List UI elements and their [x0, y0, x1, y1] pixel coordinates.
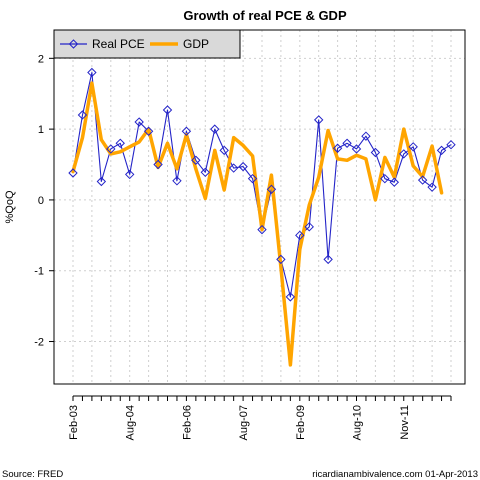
real-pce-point	[181, 126, 192, 136]
gdp-line	[71, 81, 444, 367]
x-tick-label: Aug-10	[352, 405, 364, 440]
y-tick-label: 1	[38, 124, 44, 136]
x-tick-label: Aug-07	[238, 405, 250, 440]
real-pce-point	[399, 149, 409, 159]
real-pce-point	[446, 139, 456, 150]
y-tick-label: 2	[38, 53, 44, 65]
real-pce-point	[77, 110, 88, 120]
x-tick-label: Feb-09	[295, 405, 307, 440]
real-pce-point	[106, 144, 116, 154]
legend-gdp-label: GDP	[183, 37, 209, 51]
real-pce-point	[266, 184, 277, 195]
real-pce-point	[162, 105, 173, 115]
real-pce-point	[153, 159, 163, 170]
real-pce-point	[115, 138, 125, 148]
real-pce-point	[210, 124, 220, 134]
y-tick-label: 0	[38, 195, 44, 207]
real-pce-point	[380, 173, 390, 184]
x-tick-label: Nov-11	[399, 405, 411, 440]
legend: Real PCE GDP	[53, 29, 241, 59]
real-pce-point	[295, 230, 305, 241]
real-pce-point	[257, 224, 267, 235]
real-pce-point	[124, 169, 135, 180]
source-note: Source: FRED	[2, 469, 63, 480]
chart-title: Growth of real PCE & GDP	[183, 8, 347, 23]
credit-note: ricardianambivalence.com 01-Apr-2013	[312, 469, 478, 480]
x-axis: Feb-03 Aug-04 Feb-06 Aug-07 Feb-09 Aug-10 Nov-…	[68, 395, 452, 440]
real-pce-point	[417, 175, 428, 185]
real-pce-point	[304, 222, 314, 232]
real-pce-point	[68, 168, 78, 178]
real-pce-point	[323, 254, 333, 265]
x-tick-label: Aug-04	[125, 405, 137, 440]
real-pce-point	[96, 176, 107, 187]
legend-real-pce-marker	[68, 39, 79, 49]
y-tick-label: -1	[34, 266, 44, 278]
real-pce-point	[200, 167, 211, 178]
real-pce-markers	[68, 67, 456, 302]
real-pce-point	[276, 254, 286, 265]
real-pce-point	[87, 67, 97, 78]
real-pce-point	[172, 176, 182, 186]
real-pce-point	[285, 292, 296, 302]
y-axis: -2 -1 0 1 2	[34, 53, 54, 349]
plot-frame	[53, 29, 466, 385]
real-pce-point	[134, 117, 144, 127]
real-pce-point	[389, 177, 400, 187]
real-pce-point	[332, 143, 343, 153]
real-pce-point	[427, 182, 437, 192]
real-pce-point	[313, 115, 324, 125]
real-pce-point	[238, 161, 248, 172]
legend-real-pce-label: Real PCE	[92, 37, 145, 51]
x-tick-label: Feb-06	[181, 405, 193, 440]
real-pce-point	[228, 163, 239, 173]
real-pce-point	[351, 144, 362, 154]
x-tick-label: Feb-03	[68, 405, 80, 440]
gdp-series	[71, 81, 444, 367]
real-pce-point	[247, 173, 258, 184]
real-pce-point	[408, 142, 418, 152]
real-pce-point	[370, 147, 381, 158]
real-pce-point	[361, 131, 371, 141]
real-pce-point	[342, 138, 352, 148]
real-pce-point	[436, 145, 447, 156]
y-tick-label: -2	[34, 337, 44, 349]
grid	[54, 30, 465, 384]
real-pce-point	[143, 126, 154, 136]
real-pce-point	[191, 155, 201, 165]
real-pce-point	[219, 145, 229, 156]
y-axis-label: %QoQ	[4, 190, 16, 223]
